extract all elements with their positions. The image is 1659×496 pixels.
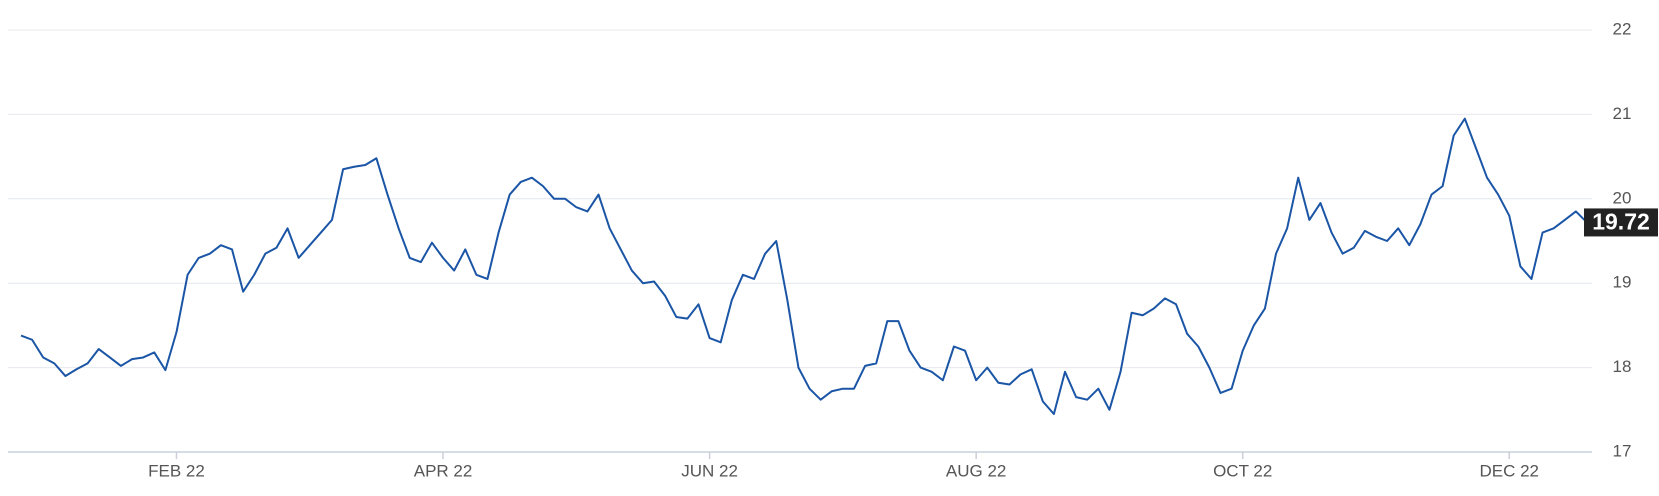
x-tick-label: OCT 22: [1213, 461, 1272, 480]
y-tick-label: 19: [1613, 273, 1632, 292]
price-line: [20, 117, 1588, 416]
y-tick-label: 18: [1613, 357, 1632, 376]
y-tick-label: 21: [1613, 104, 1632, 123]
last-value-badge: 19.72: [1584, 208, 1658, 237]
y-tick-label: 17: [1613, 441, 1632, 460]
x-tick-label: APR 22: [414, 461, 473, 480]
badge-box: [1584, 208, 1658, 237]
y-tick-label: 20: [1613, 188, 1632, 207]
x-tick-label: FEB 22: [148, 461, 205, 480]
x-tick-label: DEC 22: [1479, 461, 1539, 480]
x-tick-label: AUG 22: [946, 461, 1006, 480]
x-tick-label: JUN 22: [681, 461, 738, 480]
y-tick-label: 22: [1613, 19, 1632, 38]
last-value-label: 19.72: [1592, 209, 1650, 235]
